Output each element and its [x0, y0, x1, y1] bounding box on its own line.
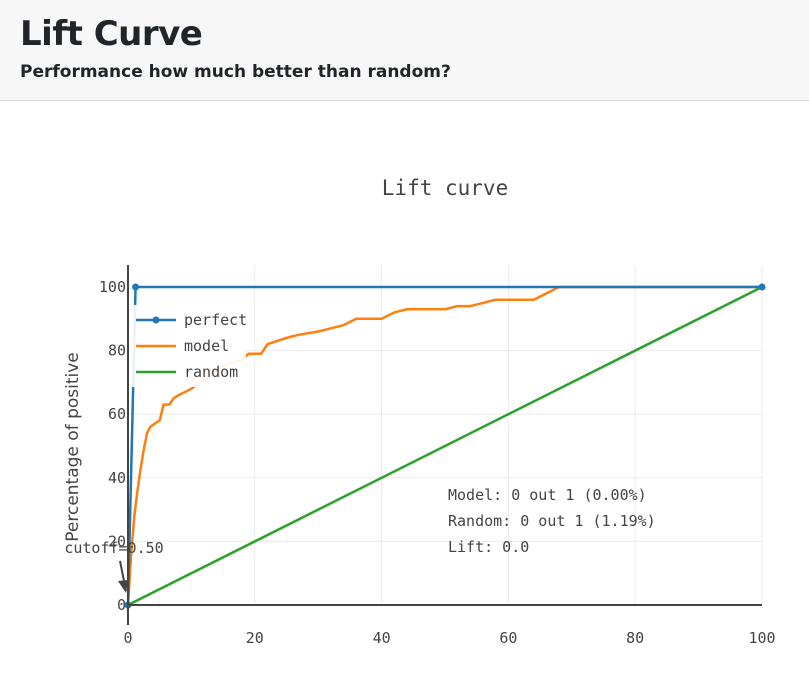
cutoff-arrow-head: [118, 580, 128, 593]
x-tick-label: 100: [748, 629, 775, 647]
info-line: Model: 0 out 1 (0.00%): [448, 486, 647, 504]
header-bar: Lift Curve Performance how much better t…: [0, 0, 809, 101]
x-tick-label: 40: [373, 629, 391, 647]
legend-marker-perfect: [152, 316, 160, 324]
page-subtitle: Performance how much better than random?: [20, 62, 451, 82]
chart-title: Lift curve: [382, 176, 508, 200]
series-point-perfect: [132, 283, 140, 291]
page-title: Lift Curve: [20, 14, 203, 54]
legend-item-random: random: [184, 363, 238, 381]
cutoff-label: cutoff=0.50: [64, 539, 163, 557]
legend-item-model: model: [184, 337, 229, 355]
x-tick-label: 20: [246, 629, 264, 647]
y-tick-label: 0: [117, 596, 126, 614]
series-point-perfect: [758, 283, 766, 291]
y-tick-label: 40: [108, 469, 126, 487]
annotations: Model: 0 out 1 (0.00%) Random: 0 out 1 (1…: [64, 486, 656, 593]
series-line-random: [127, 285, 763, 607]
lift-chart[interactable]: Lift curve Percentage of positive 0 20 40 6…: [0, 101, 809, 680]
y-tick-label: 20: [108, 532, 126, 550]
x-tick-label: 80: [626, 629, 644, 647]
series-line-model: [126, 285, 762, 606]
y-axis-label: Percentage of positive: [63, 352, 83, 542]
x-tick-label: 0: [123, 629, 132, 647]
y-tick-label: 60: [108, 405, 126, 423]
info-line: Lift: 0.0: [448, 538, 529, 556]
legend[interactable]: perfect model random: [131, 305, 247, 387]
y-tick-label: 80: [108, 342, 126, 360]
y-tick-label: 100: [99, 278, 126, 296]
x-tick-label: 60: [499, 629, 517, 647]
legend-item-perfect: perfect: [184, 311, 247, 329]
info-line: Random: 0 out 1 (1.19%): [448, 512, 656, 530]
series-layer: [124, 283, 766, 609]
axes: 0 20 40 60 80 100 0 20 40 60 80 100: [99, 265, 776, 647]
